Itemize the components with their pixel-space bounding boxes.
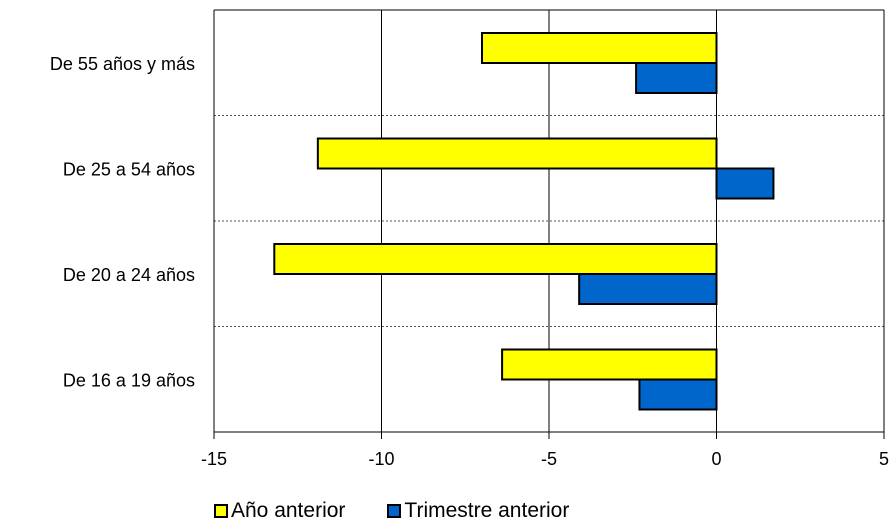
legend: Año anterior Trimestre anterior: [214, 498, 611, 524]
legend-item-ano-anterior: Año anterior: [214, 499, 345, 523]
category-label: De 25 a 54 años: [63, 159, 195, 179]
bar-trimestre-anterior: [635, 62, 718, 94]
category-label: De 20 a 24 años: [63, 265, 195, 285]
y-axis-categories: De 55 años y más De 25 a 54 años De 20 a 2…: [50, 54, 195, 391]
bar-ano-anterior: [481, 32, 718, 64]
legend-item-trimestre-anterior: Trimestre anterior: [387, 499, 569, 523]
x-tick-label: -15: [201, 449, 227, 469]
x-tick-label: 0: [711, 449, 721, 469]
category-label: De 16 a 19 años: [63, 370, 195, 390]
legend-swatch-ano-anterior: [214, 504, 228, 518]
legend-label-trimestre-anterior: Trimestre anterior: [404, 499, 570, 522]
bars: [273, 32, 775, 411]
x-tick-label: -5: [541, 449, 557, 469]
bar-trimestre-anterior: [638, 378, 718, 411]
category-label: De 55 años y más: [50, 54, 195, 74]
bar-ano-anterior: [316, 137, 718, 170]
x-tick-label: -10: [368, 449, 394, 469]
bar-trimestre-anterior: [578, 273, 718, 305]
legend-label-ano-anterior: Año anterior: [231, 499, 346, 522]
bar-trimestre-anterior: [715, 167, 775, 200]
x-axis-ticks: -15 -10 -5 0 5: [201, 432, 889, 469]
x-tick-label: 5: [879, 449, 889, 469]
bar-ano-anterior: [273, 243, 718, 275]
legend-swatch-trimestre-anterior: [387, 504, 402, 518]
bar-ano-anterior: [501, 348, 718, 381]
